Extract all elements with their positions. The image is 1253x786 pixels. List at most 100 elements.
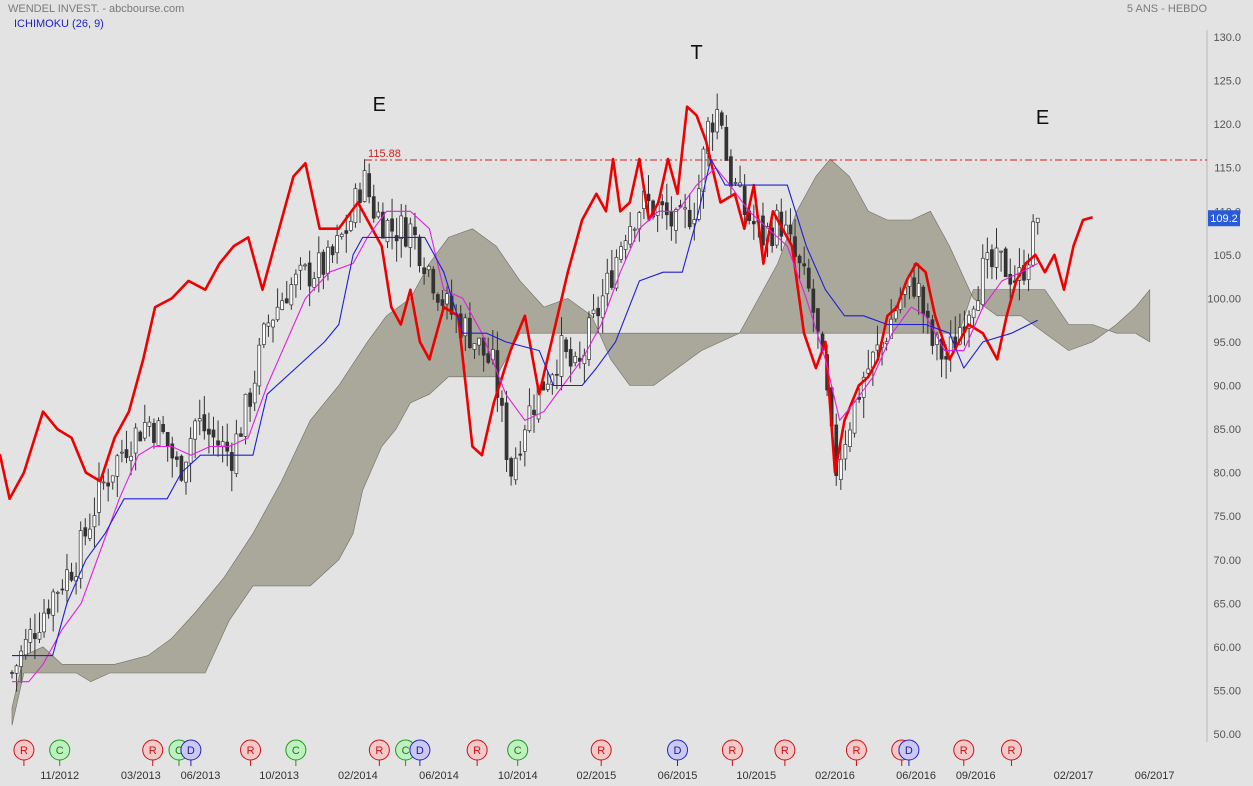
candle xyxy=(83,518,88,546)
candle xyxy=(788,208,793,243)
candle xyxy=(426,264,431,278)
x-tick-label: 10/2014 xyxy=(498,770,538,782)
candle xyxy=(193,418,198,458)
candle xyxy=(152,418,156,449)
candle-body xyxy=(316,252,321,278)
candle-body xyxy=(138,431,143,442)
candle xyxy=(806,258,811,292)
candle xyxy=(55,590,60,613)
indicator-label: ICHIMOKU (26, 9) xyxy=(14,18,104,30)
candle xyxy=(202,396,207,440)
signal-label: D xyxy=(674,745,682,757)
y-tick-label: 95.00 xyxy=(1213,337,1241,349)
signal-c: C xyxy=(507,739,529,766)
candle xyxy=(692,202,697,241)
candle xyxy=(19,645,24,683)
x-tick-label: 10/2015 xyxy=(736,770,776,782)
signal-c: C xyxy=(395,739,417,766)
candle-body xyxy=(710,122,715,133)
candle xyxy=(866,349,871,376)
candle-body xyxy=(280,300,285,310)
candle-body xyxy=(284,298,289,304)
ichimoku-cloud xyxy=(11,158,1151,726)
tenkan-line xyxy=(12,167,1038,683)
candle xyxy=(971,305,976,329)
signal-r: R xyxy=(13,739,35,766)
candle-body xyxy=(234,433,239,474)
signal-circle xyxy=(285,739,307,761)
candle xyxy=(838,443,843,490)
candle-body xyxy=(999,250,1003,253)
candle-body xyxy=(142,422,147,439)
signal-circle xyxy=(13,739,35,761)
candle xyxy=(683,193,687,229)
x-tick-label: 06/2017 xyxy=(1135,770,1175,782)
signal-d: D xyxy=(409,739,431,766)
candle xyxy=(463,313,468,352)
candle xyxy=(742,174,747,229)
candle-body xyxy=(220,441,225,447)
candle xyxy=(408,217,413,268)
candle xyxy=(573,351,578,367)
candle-body xyxy=(69,571,74,581)
candle xyxy=(97,462,101,526)
x-tick-label: 11/2012 xyxy=(40,770,79,782)
candle-body xyxy=(971,308,976,318)
candle xyxy=(252,370,257,412)
candle xyxy=(559,317,564,391)
candle-body xyxy=(848,429,852,447)
signal-circle xyxy=(1000,739,1022,761)
pattern-annotations: E T E xyxy=(373,42,1049,129)
candle-body xyxy=(500,397,504,406)
candle-body xyxy=(545,383,550,390)
candle xyxy=(610,249,614,290)
y-tick-label: 100.00 xyxy=(1207,293,1241,305)
y-tick-label: 90.00 xyxy=(1213,381,1241,393)
candle xyxy=(28,617,33,653)
candle-body xyxy=(262,323,266,345)
chikou-line xyxy=(0,105,1093,501)
candle xyxy=(500,390,504,422)
candle-body xyxy=(774,209,779,246)
candle-body xyxy=(614,256,619,289)
candle xyxy=(967,310,971,348)
signal-d: D xyxy=(667,739,689,766)
signal-label: R xyxy=(597,745,605,757)
candle xyxy=(239,427,243,437)
signal-r: R xyxy=(590,739,612,766)
candle xyxy=(843,430,848,471)
candle xyxy=(110,475,115,490)
candle xyxy=(349,212,353,233)
x-tick-label: 10/2013 xyxy=(259,770,299,782)
candle xyxy=(751,204,756,240)
candle xyxy=(280,292,285,311)
candle-body xyxy=(376,211,381,218)
candle xyxy=(555,359,559,390)
candle-body xyxy=(1003,248,1008,278)
candle xyxy=(78,521,83,589)
candle xyxy=(431,266,436,300)
candle-body xyxy=(893,310,898,320)
signal-circle xyxy=(180,739,202,761)
candle xyxy=(591,294,596,318)
candle xyxy=(532,394,536,433)
signal-label: C xyxy=(56,745,64,757)
candle-body xyxy=(729,156,733,187)
candle xyxy=(518,440,523,461)
candle-body xyxy=(161,423,165,432)
candle-body xyxy=(248,392,252,407)
y-tick-label: 120.0 xyxy=(1213,119,1241,131)
candle xyxy=(1003,246,1008,278)
y-tick-label: 70.00 xyxy=(1213,555,1241,567)
signal-circle xyxy=(142,739,164,761)
candle xyxy=(990,244,994,280)
candle-body xyxy=(916,283,921,297)
candle-body xyxy=(733,182,738,184)
candle-body xyxy=(133,427,138,454)
candle-body xyxy=(33,633,37,640)
pattern-label: E xyxy=(1036,107,1049,129)
y-axis: 130.0125.0120.0115.0110.0105.0100.0095.0… xyxy=(1207,32,1241,741)
x-tick-label: 03/2013 xyxy=(121,770,161,782)
signal-circle xyxy=(49,739,71,761)
candle-body xyxy=(674,209,678,231)
